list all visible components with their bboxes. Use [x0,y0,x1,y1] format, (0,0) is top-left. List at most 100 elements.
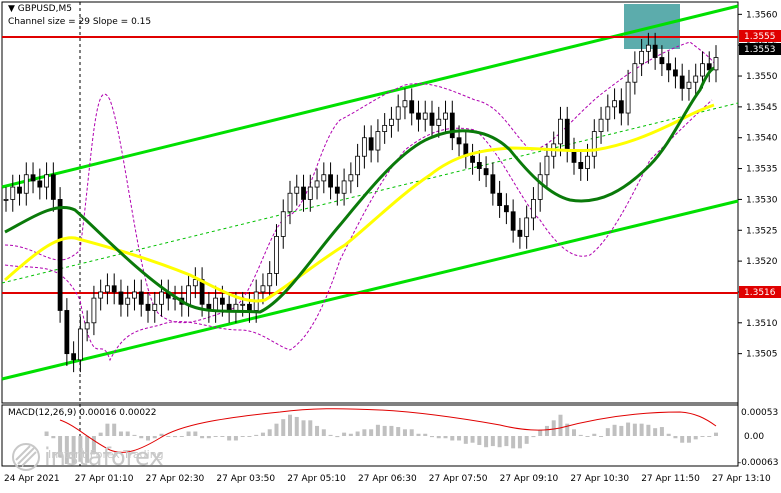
macd-bar [281,419,286,436]
candle-body [247,303,252,311]
macd-bar [348,433,353,436]
candle-body [355,155,361,176]
macd-bar [112,423,117,436]
macd-bar [301,420,306,436]
macd-bar [396,427,401,436]
candle-body [402,100,408,108]
macd-bar [484,436,489,448]
macd-signal-line [59,408,717,453]
candle-body [679,75,685,89]
macd-bar [524,436,529,444]
macd-bar [538,430,543,436]
macd-bar [626,422,631,436]
candle-body [598,118,604,132]
candle-body [240,303,246,306]
macd-bar [646,424,651,436]
candle-body [301,186,306,200]
macd-bar [71,436,76,464]
macd-bar [572,429,576,436]
macd-bar [463,436,468,444]
macd-bar [58,436,63,458]
resistance-tag-label: 1.3555 [744,32,776,42]
x-tick-label: 27 Apr 09:10 [500,474,559,484]
macd-bar [328,434,333,436]
macd-bar [288,414,292,436]
candle-body [260,285,266,293]
candle-body [314,180,320,188]
candle-body [57,199,63,311]
candle-body [287,192,293,213]
macd-bar [254,434,259,436]
macd-bar [64,436,69,464]
macd-bar [294,416,299,436]
candle-body [558,118,563,145]
candle-body [612,100,617,108]
candle-body [274,236,279,274]
macd-bar [91,436,96,454]
candle-body [645,44,651,52]
candle-body [152,303,158,311]
macd-bar [639,423,644,436]
y-tick-label: 1.3505 [746,350,778,360]
y-tick-label: 1.3550 [746,72,778,82]
macd-bar [585,436,590,437]
candle-body [456,137,462,145]
candle-body [328,174,333,188]
macd-bar [146,436,150,441]
macd-bar [531,436,536,438]
current-price-tag-label: 1.3553 [744,45,776,55]
macd-bar [443,436,448,439]
macd-bar [105,423,110,436]
candle-body [307,186,313,200]
macd-bar [673,436,678,439]
candle-body [50,174,56,200]
candle-body [659,57,665,65]
macd-bar [659,427,664,436]
macd-bar [186,431,191,436]
macd-bar [409,429,414,436]
candle-body [544,155,550,176]
candle-body [71,353,77,361]
x-tick-label: 27 Apr 01:10 [75,474,134,484]
candle-body [693,75,699,83]
brand-name: instaforex [44,443,164,471]
candle-body [409,100,415,114]
candle-body [233,303,239,311]
candle-body [368,137,374,151]
macd-bar [159,433,164,436]
candle-body [578,161,584,169]
candle-body [531,199,536,219]
candle-body [17,186,22,194]
x-tick-label: 27 Apr 11:50 [641,474,700,484]
candle-body [375,131,381,151]
candle-body [98,291,104,299]
macd-bar [599,436,604,437]
macd-bar [389,425,394,436]
candle-body [618,100,624,114]
macd-bar [551,420,556,436]
y-tick-label: 1.3525 [746,226,778,236]
macd-bar [436,436,441,439]
candle-body [192,279,198,287]
ma-fast-line [4,66,715,314]
macd-bar [78,436,83,462]
macd-bar [152,436,157,439]
macd-bar [227,436,232,441]
candle-body [422,112,428,120]
macd-bar [402,429,407,436]
macd-bar [666,433,671,436]
x-tick-label: 27 Apr 06:30 [358,474,417,484]
macd-label: MACD(12,26,9) 0.00016 0.00022 [8,408,157,418]
macd-bar [342,432,347,436]
candle-body [443,112,448,120]
macd-bar [707,436,712,437]
candle-body [632,63,638,83]
macd-bar [44,431,49,436]
candle-body [118,291,124,305]
macd-bar [511,436,516,449]
macd-bar [382,425,387,436]
candle-body [334,186,340,194]
candle-body [429,112,435,126]
